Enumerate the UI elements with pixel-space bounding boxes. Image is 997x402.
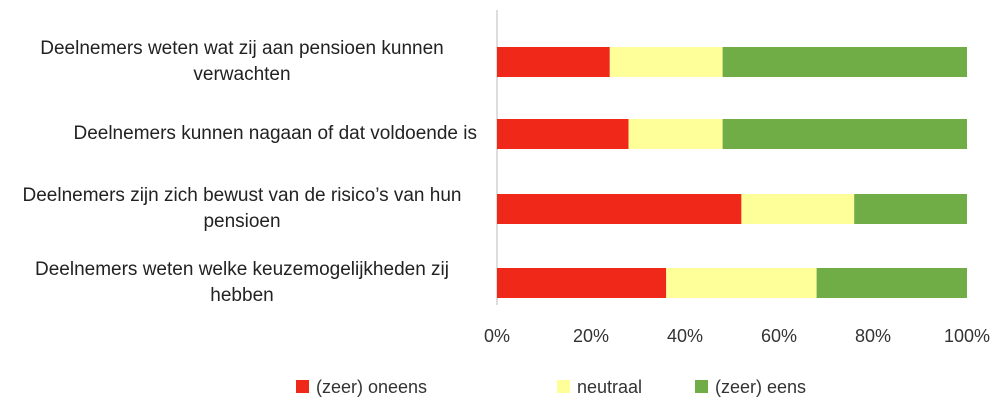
bar-segment <box>497 119 629 149</box>
category-label: Deelnemers weten welke keuzemogelijkhede… <box>7 257 477 309</box>
legend-label: neutraal <box>577 377 642 397</box>
legend-swatch <box>695 380 708 393</box>
bar-segment <box>666 268 817 298</box>
bar-segment <box>497 268 667 298</box>
legend-label: (zeer) oneens <box>316 377 427 397</box>
category-label: Deelnemers kunnen nagaan of dat voldoend… <box>73 121 477 147</box>
x-tick-label: 40% <box>667 326 703 346</box>
bar-segment <box>854 194 967 224</box>
x-tick-label: 20% <box>573 326 609 346</box>
x-tick-label: 100% <box>944 326 990 346</box>
bar-segment <box>816 268 967 298</box>
legend-label: (zeer) eens <box>715 377 806 397</box>
category-label: Deelnemers weten wat zij aan pensioen ku… <box>7 36 477 88</box>
legend-swatch <box>557 380 570 393</box>
category-label: Deelnemers zijn zich bewust van de risic… <box>7 183 477 235</box>
x-tick-label: 80% <box>855 326 891 346</box>
category-text: Deelnemers weten welke keuzemogelijkhede… <box>35 259 449 306</box>
legend-swatch <box>296 380 309 393</box>
bar-segment <box>722 47 967 77</box>
category-text: Deelnemers weten wat zij aan pensioen ku… <box>40 38 444 85</box>
x-tick-label: 60% <box>761 326 797 346</box>
x-tick-label: 0% <box>484 326 510 346</box>
bar-segment <box>722 119 967 149</box>
bar-segment <box>741 194 855 224</box>
category-text: Deelnemers kunnen nagaan of dat voldoend… <box>73 123 477 144</box>
bar-segment <box>497 47 610 77</box>
bar-segment <box>497 194 742 224</box>
bar-segment <box>609 47 723 77</box>
bar-segment <box>628 119 723 149</box>
category-text: Deelnemers zijn zich bewust van de risic… <box>22 185 462 232</box>
